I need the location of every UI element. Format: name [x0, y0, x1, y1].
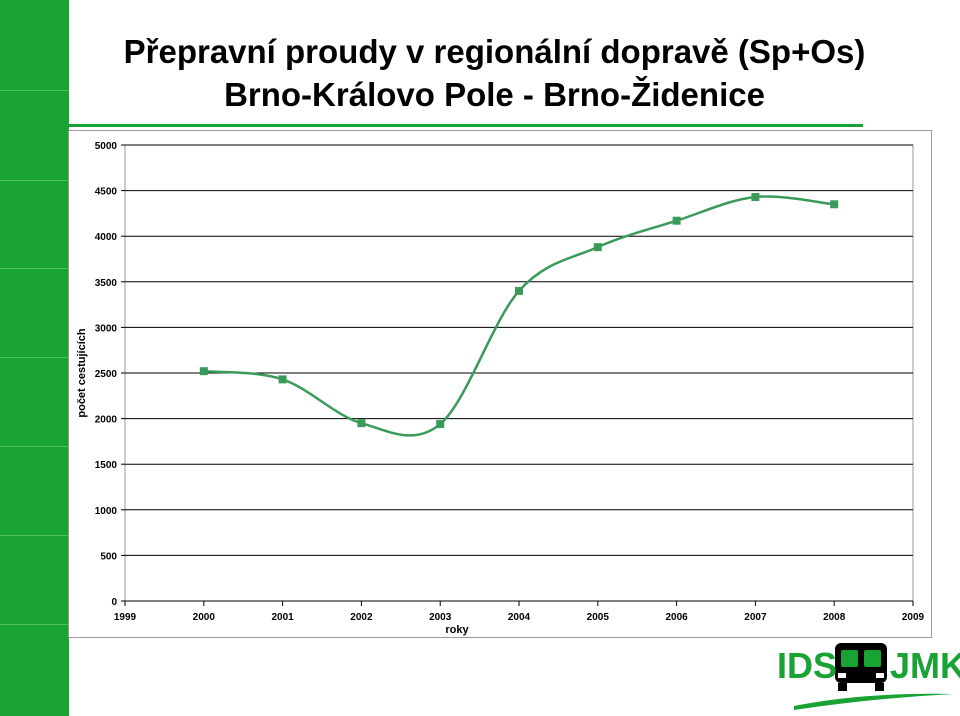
logo-text-right: JMK [890, 645, 960, 686]
y-axis-title: počet cestujících [76, 328, 88, 418]
x-tick-label: 2001 [271, 612, 294, 623]
data-point-marker [751, 192, 760, 201]
chart-area: 0 500 1000 1500 2000 2500 3000 3500 4000 4500 5000… [68, 130, 932, 638]
bar-divider [0, 357, 69, 358]
y-tick-label: 0 [111, 597, 117, 608]
logo-text-left: IDS [777, 645, 837, 686]
bar-divider [0, 180, 69, 181]
bar-divider [0, 535, 69, 536]
data-point-marker [515, 286, 523, 295]
bar-divider [0, 268, 69, 269]
y-tick-label: 3000 [95, 323, 118, 334]
series-line [203, 195, 835, 437]
ids-jmk-logo: IDS JMK [777, 643, 960, 710]
x-tick-label: 2000 [193, 612, 216, 623]
y-tick-label: 4000 [95, 232, 118, 243]
y-tick-label: 5000 [95, 141, 118, 152]
data-point-marker [199, 367, 208, 376]
data-point-marker [357, 419, 366, 428]
bar-divider [0, 624, 69, 625]
x-tick-label: 1999 [114, 612, 137, 623]
y-tick-label: 1000 [95, 506, 118, 517]
data-point-marker [672, 216, 681, 225]
y-tick-label: 2500 [95, 369, 118, 380]
x-tick-label: 2007 [744, 612, 767, 623]
title-underline [69, 124, 863, 127]
data-point-marker [593, 243, 602, 252]
x-tick-label: 2003 [429, 612, 452, 623]
x-tick-label: 2008 [823, 612, 846, 623]
x-tick-label: 2005 [587, 612, 610, 623]
x-tick-label: 2009 [902, 612, 925, 623]
slide-title-line1: Přepravní proudy v regionální dopravě (S… [123, 33, 866, 70]
logo-bus-icon [835, 643, 887, 691]
data-point-marker [830, 200, 839, 209]
bar-divider [0, 90, 69, 91]
y-tick-label: 2000 [95, 415, 118, 426]
logo-swoosh [794, 693, 954, 710]
data-point-marker [278, 375, 287, 384]
bar-divider [0, 446, 69, 447]
slide-title-line2: Brno-Královo Pole - Brno-Židenice [224, 76, 765, 113]
data-point-marker [436, 420, 445, 429]
x-tick-label: 2006 [665, 612, 688, 623]
x-axis-title: roky [445, 624, 469, 636]
left-accent-bar [0, 0, 69, 716]
y-tick-label: 4500 [95, 187, 118, 198]
y-tick-label: 3500 [95, 278, 118, 289]
slide-title: Přepravní proudy v regionální dopravě (S… [72, 30, 917, 116]
y-tick-label: 500 [100, 551, 117, 562]
x-tick-label: 2002 [350, 612, 373, 623]
x-tick-label: 2004 [508, 612, 531, 623]
line-chart: 0 500 1000 1500 2000 2500 3000 3500 4000 4500 5000… [76, 141, 925, 636]
y-tick-label: 1500 [95, 460, 118, 471]
